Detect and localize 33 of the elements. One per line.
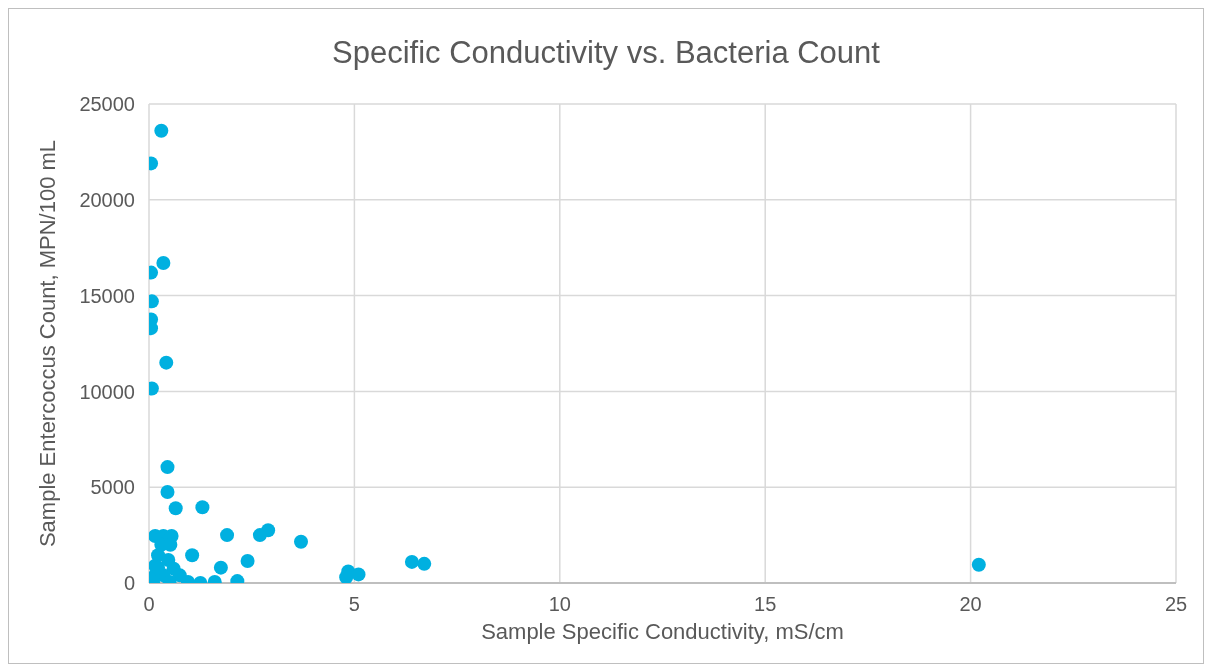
x-tick-label: 0 — [143, 593, 155, 616]
x-tick-label: 15 — [754, 593, 777, 616]
point — [168, 501, 183, 516]
point — [156, 256, 171, 271]
x-tick-label: 25 — [1164, 593, 1188, 616]
point — [154, 123, 169, 138]
point — [220, 528, 235, 543]
point — [172, 568, 187, 583]
y-tick-label: 5000 — [90, 476, 135, 499]
x-tick-label: 5 — [348, 593, 360, 616]
point — [159, 355, 174, 370]
point — [971, 557, 986, 572]
point — [294, 534, 308, 549]
point — [351, 567, 366, 582]
point — [185, 548, 200, 563]
point — [240, 553, 255, 568]
x-tick-label: 20 — [959, 593, 982, 616]
point — [160, 460, 175, 475]
y-tick-label: 0 — [123, 572, 135, 595]
y-tick-label: 10000 — [79, 380, 135, 403]
y-tick-label: 25000 — [79, 93, 135, 116]
point — [213, 560, 228, 575]
y-tick-label: 15000 — [79, 284, 135, 307]
y-axis-title: Sample Entercoccus Count, MPN/100 mL — [34, 139, 60, 548]
x-tick-label: 10 — [548, 593, 571, 616]
point — [417, 556, 432, 571]
chart-title: Specific Conductivity vs. Bacteria Count — [331, 35, 881, 71]
point — [160, 484, 175, 499]
y-tick-label: 20000 — [79, 188, 135, 211]
x-axis-title: Sample Specific Conductivity, mS/cm — [481, 619, 844, 644]
point — [404, 554, 419, 569]
point — [195, 500, 210, 515]
point — [261, 523, 276, 538]
